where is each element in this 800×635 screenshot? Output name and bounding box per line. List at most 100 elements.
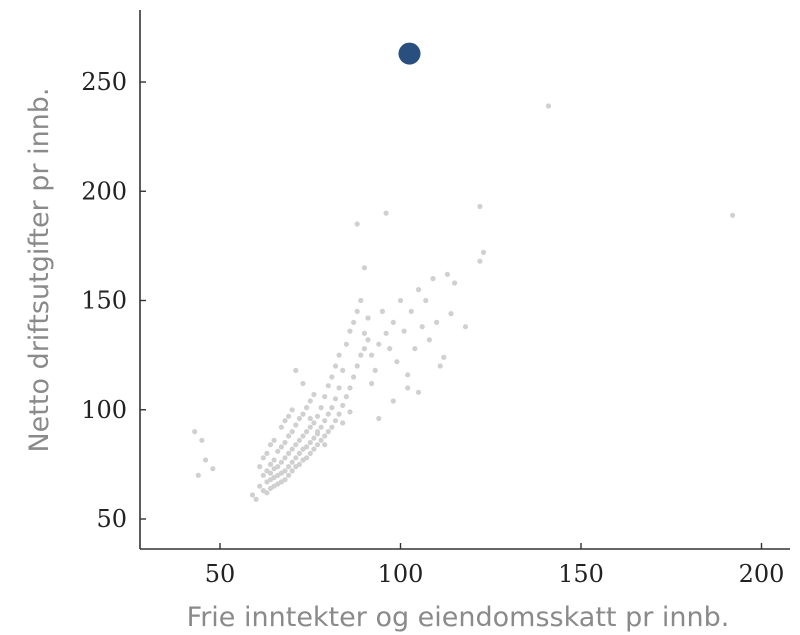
data-point — [390, 319, 396, 325]
data-point — [419, 324, 425, 330]
data-point — [286, 413, 292, 419]
data-point — [354, 221, 360, 227]
data-point — [376, 415, 382, 422]
data-point — [314, 442, 321, 448]
data-point — [311, 435, 317, 441]
data-point — [278, 444, 284, 450]
data-point — [275, 448, 281, 454]
y-tick-label: 200 — [81, 177, 127, 205]
data-point — [376, 341, 382, 347]
data-point — [271, 457, 277, 463]
data-point — [307, 424, 313, 430]
data-point — [369, 352, 375, 358]
data-point — [296, 450, 302, 456]
data-point — [260, 472, 266, 478]
data-point — [267, 470, 274, 476]
data-point — [192, 429, 198, 435]
data-point — [329, 424, 335, 430]
data-point — [282, 418, 288, 424]
data-point — [289, 407, 295, 413]
data-point — [293, 422, 299, 428]
data-point — [369, 380, 375, 387]
data-point — [397, 297, 404, 304]
data-point — [415, 287, 422, 293]
data-point — [264, 450, 270, 456]
data-point — [286, 472, 292, 478]
data-point — [264, 490, 270, 496]
data-point — [304, 405, 310, 411]
data-point — [314, 429, 321, 435]
data-point — [365, 337, 371, 343]
data-point — [275, 464, 281, 470]
data-point — [340, 402, 346, 408]
data-point — [434, 319, 440, 325]
data-point — [282, 477, 288, 483]
data-point — [286, 464, 292, 470]
background-points — [192, 103, 736, 502]
data-point — [318, 437, 324, 443]
data-point — [329, 374, 335, 380]
data-point — [452, 280, 458, 286]
data-point — [257, 464, 263, 470]
data-point — [437, 363, 443, 369]
data-point — [405, 372, 411, 378]
data-point — [282, 468, 288, 474]
data-point — [358, 352, 364, 358]
data-point — [351, 319, 357, 325]
data-point — [387, 346, 393, 352]
data-point — [307, 415, 313, 422]
data-point — [332, 363, 339, 369]
data-point — [318, 424, 324, 430]
data-point — [311, 446, 317, 452]
data-point — [332, 396, 339, 402]
data-point — [257, 483, 263, 489]
data-point — [282, 439, 288, 446]
data-point — [383, 330, 389, 336]
data-point — [325, 429, 331, 435]
data-point — [426, 337, 432, 343]
data-point — [343, 341, 349, 347]
y-tick-label: 100 — [81, 396, 127, 424]
data-point — [249, 492, 256, 498]
data-point — [304, 455, 310, 461]
data-point — [477, 258, 483, 264]
highlight-points — [398, 42, 421, 65]
data-point — [354, 363, 360, 369]
data-point — [296, 461, 302, 467]
data-point — [390, 398, 396, 404]
data-point — [318, 405, 324, 411]
data-point — [311, 420, 317, 426]
data-point — [545, 103, 552, 109]
x-tick-label: 100 — [378, 560, 424, 588]
data-point — [267, 442, 274, 448]
data-point — [195, 472, 201, 478]
data-point — [347, 409, 353, 415]
data-point — [351, 374, 357, 380]
data-point — [430, 276, 436, 282]
data-point — [358, 297, 364, 304]
data-point — [322, 418, 328, 424]
data-point — [296, 415, 302, 422]
data-point — [307, 398, 313, 404]
data-point — [361, 330, 367, 336]
data-point — [336, 411, 342, 417]
data-point — [307, 450, 313, 456]
data-point — [293, 442, 299, 448]
data-point — [448, 311, 454, 317]
data-point — [412, 346, 418, 352]
data-point — [325, 411, 331, 417]
data-point — [394, 359, 400, 365]
y-axis-ticks: 50 100 150 200 250 — [81, 68, 146, 533]
data-point — [444, 271, 450, 277]
data-point — [379, 308, 385, 314]
data-point — [267, 461, 274, 467]
data-point — [405, 385, 411, 391]
data-point — [278, 459, 284, 465]
data-point — [203, 457, 209, 463]
data-point — [336, 385, 342, 391]
x-tick-label: 150 — [558, 560, 604, 588]
x-axis-ticks: 50 100 150 200 — [205, 543, 784, 588]
y-axis-title: Netto driftsutgifter pr innb. — [24, 87, 55, 452]
data-point — [322, 442, 328, 448]
x-tick-label: 50 — [205, 560, 236, 588]
